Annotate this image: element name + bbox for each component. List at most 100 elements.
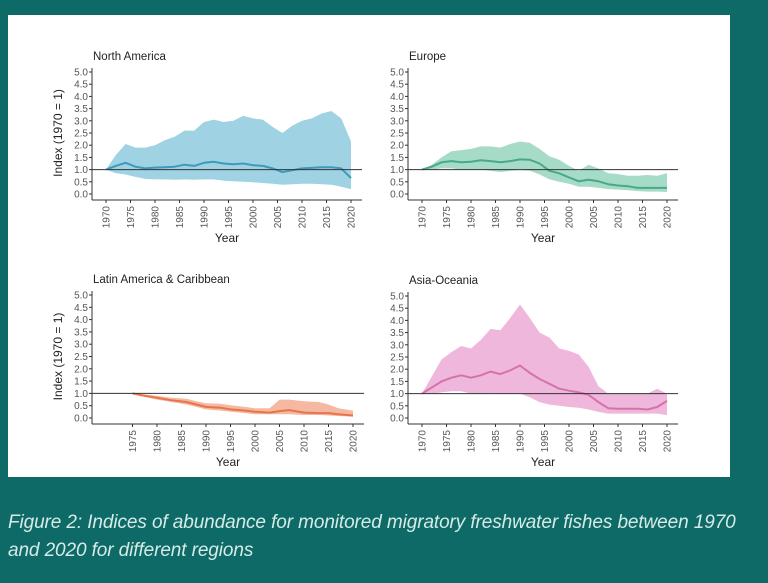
x-tick-label: 2000 xyxy=(251,430,262,453)
y-tick-label: 0.0 xyxy=(390,414,404,425)
y-tick-label: 2.5 xyxy=(390,353,404,364)
x-tick-label: 1990 xyxy=(202,430,213,453)
x-tick-label: 1990 xyxy=(516,430,527,453)
x-tick-label: 1980 xyxy=(467,206,478,229)
x-tick-label: 1985 xyxy=(491,430,502,453)
y-tick-label: 5.0 xyxy=(390,68,404,79)
y-tick-label: 5.0 xyxy=(74,68,88,79)
y-tick-label: 0.0 xyxy=(390,190,404,201)
y-tick-label: 1.0 xyxy=(390,165,404,176)
x-tick-label: 2010 xyxy=(298,206,309,229)
y-tick-label: 4.5 xyxy=(390,304,404,315)
chart-title: Latin America & Caribbean xyxy=(93,274,230,286)
x-tick-label: 1970 xyxy=(418,430,429,453)
x-tick-label: 2005 xyxy=(275,430,286,453)
y-tick-label: 1.5 xyxy=(390,153,404,164)
y-axis-label: Index (1970 = 1) xyxy=(51,89,65,177)
chart-title: North America xyxy=(93,51,166,63)
chart-svg: North America 0.0 0.51.01.52.02.5 3.03.54.0… xyxy=(51,51,362,245)
x-tick-label: 1995 xyxy=(226,430,237,453)
chart-svg: Europe 0.0 0.51.01.52.02.5 3.03.54.04.55.0 1… xyxy=(390,51,678,245)
y-tick-label: 4.5 xyxy=(74,80,88,91)
y-tick-label: 5.0 xyxy=(74,291,88,302)
index-line xyxy=(421,364,668,411)
y-axis-label: Index (1970 = 1) xyxy=(51,313,65,401)
x-tick-label: 1970 xyxy=(418,206,429,229)
y-tick-label: 1.5 xyxy=(74,377,88,388)
y-tick-label: 0.5 xyxy=(74,401,88,412)
y-tick-label: 0.5 xyxy=(390,177,404,188)
x-tick-label: 2005 xyxy=(273,206,284,229)
x-tick-label: 2020 xyxy=(663,430,674,453)
y-tick-label: 3.5 xyxy=(74,104,88,115)
x-tick-label: 2005 xyxy=(589,206,600,229)
y-tick-label: 2.0 xyxy=(390,141,404,152)
y-tick-label: 0.0 xyxy=(74,414,88,425)
y-tick-label: 1.0 xyxy=(74,165,88,176)
index-line xyxy=(105,160,352,179)
x-tick-label: 1990 xyxy=(516,206,527,229)
x-tick-label: 2020 xyxy=(349,430,360,453)
x-tick-label: 2000 xyxy=(565,430,576,453)
x-tick-label: 1980 xyxy=(151,206,162,229)
x-tick-label: 2010 xyxy=(614,206,625,229)
x-tick-label: 2000 xyxy=(565,206,576,229)
y-tick-label: 1.5 xyxy=(390,377,404,388)
x-tick-label: 1975 xyxy=(128,430,139,453)
y-tick-label: 3.5 xyxy=(390,104,404,115)
y-tick-label: 4.0 xyxy=(390,92,404,103)
y-tick-label: 2.5 xyxy=(74,129,88,140)
panel-asia-oceania: Asia-Oceania 0.0 0.5 1.0 1.5 2.0 2.5 3.0 3.5 4.0 4… xyxy=(370,260,730,485)
chart-title: Europe xyxy=(409,51,446,63)
x-tick-label: 2015 xyxy=(324,430,335,453)
x-tick-label: 1985 xyxy=(177,430,188,453)
x-tick-label: 2010 xyxy=(300,430,311,453)
y-tick-label: 3.5 xyxy=(390,328,404,339)
panel-north-america: North America 0.0 0.5 1.0 1.5 2.0 2.5 3.0 3.5 4.0… xyxy=(40,40,400,265)
x-tick-label: 2020 xyxy=(663,206,674,229)
confidence-band xyxy=(106,111,351,190)
y-tick-label: 3.0 xyxy=(390,340,404,351)
y-tick-label: 3.0 xyxy=(390,116,404,127)
x-tick-label: 1995 xyxy=(540,430,551,453)
confidence-band xyxy=(422,304,667,416)
x-axis-label: Year xyxy=(531,455,555,469)
index-line xyxy=(132,392,354,417)
y-tick-label: 2.5 xyxy=(390,129,404,140)
chart-svg: Asia-Oceania 0.0 0.51.01.52.02.5 3.03.54.04… xyxy=(390,275,678,469)
y-tick-label: 3.0 xyxy=(74,340,88,351)
x-axis-label: Year xyxy=(531,231,555,245)
panel-europe: Europe 0.0 0.5 1.0 1.5 2.0 2.5 3.0 3.5 4.0 4.5 5.0 1… xyxy=(370,40,730,265)
x-tick-label: 2005 xyxy=(589,430,600,453)
x-tick-label: 1970 xyxy=(102,206,113,229)
y-tick-label: 0.5 xyxy=(390,401,404,412)
index-line xyxy=(421,158,667,189)
x-tick-label: 1985 xyxy=(175,206,186,229)
x-tick-label: 2015 xyxy=(322,206,333,229)
x-tick-label: 2020 xyxy=(347,206,358,229)
y-tick-label: 4.5 xyxy=(74,303,88,314)
panel-latin-america-caribbean: Latin America & Caribbean 0.0 0.5 1.0 1.5 2.0… xyxy=(40,260,400,485)
y-tick-label: 5.0 xyxy=(390,292,404,303)
y-tick-label: 3.5 xyxy=(74,327,88,338)
y-tick-label: 0.5 xyxy=(74,177,88,188)
y-tick-label: 2.0 xyxy=(390,365,404,376)
x-tick-label: 2010 xyxy=(614,430,625,453)
y-tick-label: 2.0 xyxy=(74,364,88,375)
y-tick-label: 1.5 xyxy=(74,153,88,164)
y-tick-label: 1.0 xyxy=(390,389,404,400)
y-tick-label: 0.0 xyxy=(74,190,88,201)
x-axis-label: Year xyxy=(216,455,240,469)
x-tick-label: 1990 xyxy=(200,206,211,229)
chart-title: Asia-Oceania xyxy=(409,275,479,287)
y-tick-label: 4.0 xyxy=(74,315,88,326)
x-tick-label: 2015 xyxy=(638,430,649,453)
y-tick-label: 2.0 xyxy=(74,141,88,152)
x-tick-label: 1975 xyxy=(126,206,137,229)
x-tick-label: 1985 xyxy=(491,206,502,229)
x-axis-label: Year xyxy=(215,231,239,245)
x-tick-label: 1995 xyxy=(540,206,551,229)
chart-svg: Latin America & Caribbean 0.0 0.51.01.5 2.0… xyxy=(51,274,364,469)
y-tick-label: 4.5 xyxy=(390,80,404,91)
y-tick-label: 3.0 xyxy=(74,116,88,127)
